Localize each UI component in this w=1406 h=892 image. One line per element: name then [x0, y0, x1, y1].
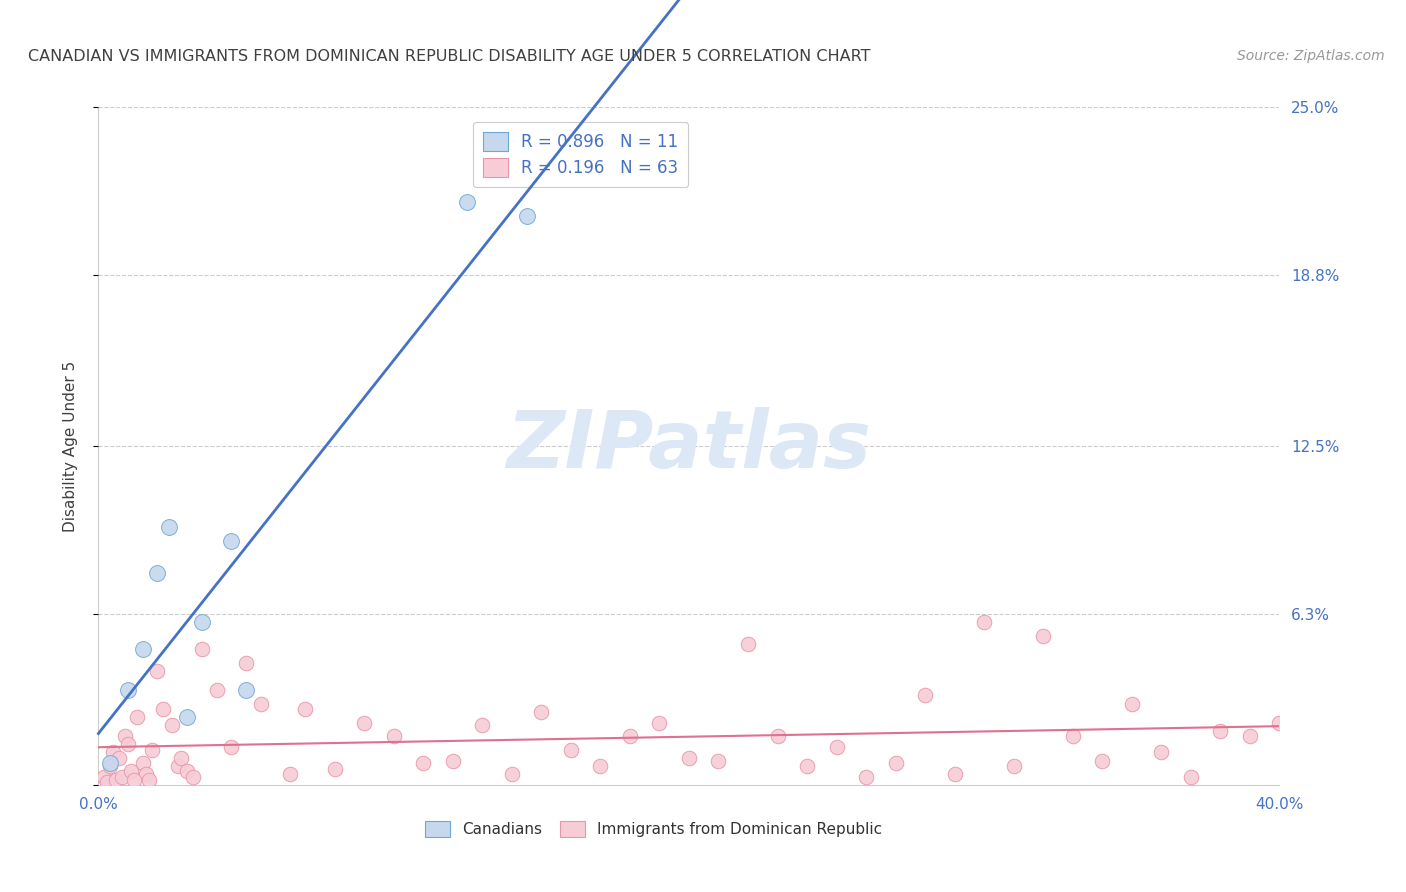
Point — [1002, 759, 1025, 773]
Point — [619, 729, 641, 743]
Point — [176, 764, 198, 779]
Point — [146, 566, 169, 581]
Point — [138, 772, 160, 787]
Point — [125, 710, 148, 724]
Point — [530, 705, 553, 719]
Point — [250, 697, 273, 711]
Point — [707, 754, 730, 768]
Point — [973, 615, 995, 630]
Point — [181, 770, 204, 784]
Text: CANADIAN VS IMMIGRANTS FROM DOMINICAN REPUBLIC DISABILITY AGE UNDER 5 CORRELATIO: CANADIAN VS IMMIGRANTS FROM DOMINICAN RE… — [28, 49, 870, 64]
Point — [294, 702, 316, 716]
Point — [122, 772, 145, 787]
Point — [132, 756, 155, 771]
Point — [914, 689, 936, 703]
Point — [766, 729, 789, 743]
Point — [796, 759, 818, 773]
Point — [157, 520, 180, 534]
Point — [96, 775, 118, 789]
Point — [441, 754, 464, 768]
Text: ZIPatlas: ZIPatlas — [506, 407, 872, 485]
Point — [167, 759, 190, 773]
Point — [135, 767, 157, 781]
Point — [943, 767, 966, 781]
Point — [501, 767, 523, 781]
Point — [1032, 629, 1054, 643]
Point — [589, 759, 612, 773]
Point — [825, 739, 848, 754]
Point — [162, 718, 183, 732]
Point — [1150, 746, 1173, 760]
Point — [205, 683, 228, 698]
Point — [737, 637, 759, 651]
Point — [120, 764, 142, 779]
Point — [191, 642, 214, 657]
Point — [111, 770, 134, 784]
Text: Source: ZipAtlas.com: Source: ZipAtlas.com — [1237, 49, 1385, 63]
Point — [146, 664, 169, 678]
Point — [353, 715, 375, 730]
Point — [412, 756, 434, 771]
Point — [105, 772, 128, 787]
Point — [1209, 723, 1232, 738]
Point — [1239, 729, 1261, 743]
Point — [516, 209, 538, 223]
Point — [235, 656, 257, 670]
Point — [221, 533, 243, 548]
Point — [1091, 754, 1114, 768]
Point — [98, 756, 121, 771]
Point — [93, 770, 115, 784]
Point — [560, 742, 582, 756]
Point — [191, 615, 214, 630]
Legend: Canadians, Immigrants from Dominican Republic: Canadians, Immigrants from Dominican Rep… — [418, 814, 890, 845]
Point — [221, 739, 243, 754]
Point — [678, 751, 700, 765]
Point — [114, 729, 136, 743]
Point — [132, 642, 155, 657]
Point — [108, 751, 131, 765]
Point — [176, 710, 198, 724]
Point — [170, 751, 193, 765]
Point — [152, 702, 174, 716]
Point — [1062, 729, 1084, 743]
Point — [1180, 770, 1202, 784]
Point — [117, 737, 139, 751]
Point — [1268, 715, 1291, 730]
Point — [648, 715, 671, 730]
Point — [884, 756, 907, 771]
Point — [117, 683, 139, 698]
Point — [103, 746, 125, 760]
Point — [323, 762, 346, 776]
Point — [141, 742, 163, 756]
Point — [382, 729, 405, 743]
Point — [471, 718, 494, 732]
Point — [855, 770, 877, 784]
Point — [280, 767, 302, 781]
Point — [98, 759, 121, 773]
Point — [457, 194, 479, 209]
Point — [1121, 697, 1143, 711]
Y-axis label: Disability Age Under 5: Disability Age Under 5 — [63, 360, 77, 532]
Point — [235, 683, 257, 698]
